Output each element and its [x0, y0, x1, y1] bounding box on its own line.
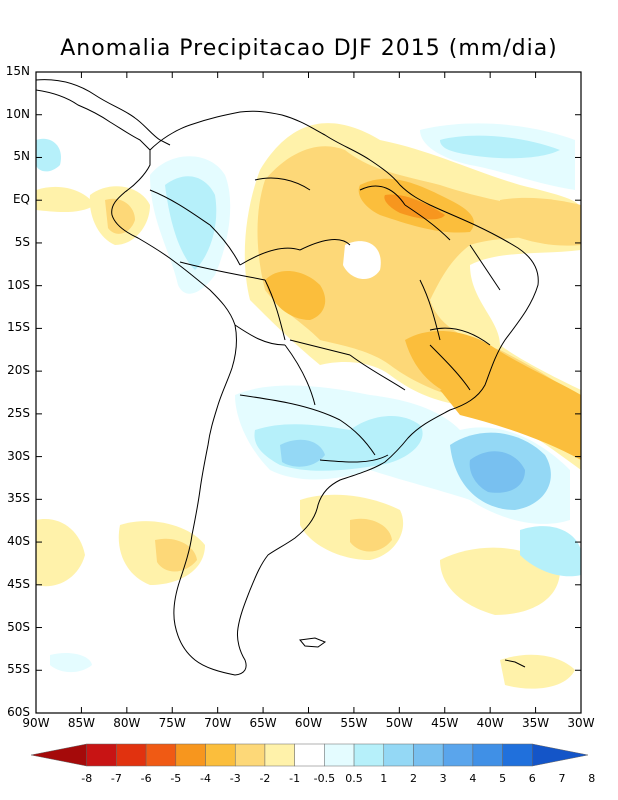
colorbar-swatch: [86, 743, 117, 767]
falkland-islands: [299, 637, 327, 648]
colorbar-label: -6: [140, 772, 152, 785]
colorbar-label: -1: [289, 772, 301, 785]
country-borders: [149, 177, 501, 463]
anomaly-area-dry-chile-core: [155, 538, 197, 572]
colorbar-swatch: [324, 743, 355, 767]
latitude-label: 50S: [7, 619, 30, 634]
anomaly-area-dry-north-coast: [36, 186, 95, 213]
colorbar-swatch: [175, 743, 206, 767]
anomaly-shading: [36, 123, 581, 689]
colorbar-label: 5: [499, 772, 507, 785]
colorbar-label: -3: [229, 772, 241, 785]
map-title: Anomalia Precipitacao DJF 2015 (mm/dia): [60, 36, 558, 61]
colorbar-label: -7: [110, 772, 122, 785]
colorbar-swatch: [353, 743, 385, 767]
latitude-label: 55S: [7, 662, 30, 677]
colorbar-label: -5: [170, 772, 182, 785]
latitude-label: 45S: [7, 576, 30, 591]
colorbar-label: 2: [409, 772, 417, 785]
latitude-label: 60S: [7, 705, 30, 719]
anomaly-area-wet-southeast-atlantic: [520, 526, 581, 577]
latitude-label: 10N: [5, 106, 30, 121]
anomaly-area-wet-pampas: [280, 439, 325, 467]
anomaly-area-dry-patagonia-core: [350, 518, 392, 552]
longitude-label: 35W: [522, 716, 550, 730]
latitude-label: 35S: [7, 491, 30, 506]
colorbar-swatch: [442, 743, 474, 767]
latitude-label: 30S: [7, 448, 30, 463]
longitude-label: 60W: [294, 716, 323, 730]
colorbar-swatch: [205, 743, 236, 767]
anomaly-area-dry-drake: [500, 654, 575, 689]
longitude-label: 65W: [249, 716, 277, 730]
axis-ticks: [35, 71, 582, 714]
colorbar-swatch: [294, 743, 325, 767]
colorbar-swatch: [502, 743, 533, 767]
latitude-label: 15N: [5, 64, 30, 78]
colorbar-swatch: [116, 743, 147, 767]
latitude-label: EQ: [12, 192, 30, 207]
colorbar-label: -4: [200, 772, 211, 785]
colorbar-swatch: [145, 743, 177, 767]
coastlines-and-borders: [36, 79, 539, 676]
colorbar-label: 1: [380, 772, 388, 785]
anomaly-area-dry-south-east: [440, 547, 560, 615]
latitude-label: 25S: [7, 405, 30, 420]
south-georgia-coast: [504, 659, 526, 668]
anomaly-area-dry-east-brazil-coast: [440, 386, 581, 460]
longitude-label: 50W: [385, 716, 413, 730]
anomaly-area-dry-bolivia: [265, 270, 326, 320]
colorbar-label: -8: [81, 772, 93, 785]
longitude-label: 80W: [113, 716, 141, 730]
colorbar-label: 8: [588, 772, 596, 785]
colorbar-swatch: [234, 743, 266, 767]
longitude-label: 45W: [431, 716, 459, 730]
south-america-coast: [111, 110, 539, 676]
anomaly-area-wet-west-amazon-core: [165, 176, 217, 270]
colorbar-label: 0.5: [345, 772, 363, 785]
anomaly-area-wet-south-atlantic-core: [469, 451, 525, 493]
colorbar-swatch: [264, 743, 295, 767]
colorbar-label: 7: [558, 772, 566, 785]
latitude-label: 40S: [7, 534, 30, 549]
colorbar-label: 3: [439, 772, 447, 785]
colorbar-swatch: [413, 743, 444, 767]
longitude-label: 90W: [22, 716, 50, 730]
colorbar-label: -0.5: [313, 772, 336, 785]
anomaly-area-wet-north-west: [36, 138, 61, 172]
longitude-label: 70W: [204, 716, 232, 730]
colorbar-arrow-low: [30, 743, 87, 767]
anomaly-area-wet-south-pacific: [50, 653, 92, 673]
colorbar-label: 6: [528, 772, 536, 785]
anomaly-area-dry-east-equator: [500, 197, 581, 246]
anomaly-area-wet-north-atlantic-core: [440, 135, 560, 159]
anomaly-area-dry-northeast-core: [384, 194, 445, 220]
colorbar: [30, 743, 589, 767]
anomaly-area-dry-pacific-south: [36, 519, 85, 587]
central-america-coast: [36, 79, 171, 151]
latitude-label: 15S: [7, 320, 30, 335]
longitude-label: 30W: [567, 716, 595, 730]
anomaly-area-neutral-center: [343, 241, 381, 280]
colorbar-label: -2: [259, 772, 271, 785]
longitude-label: 40W: [476, 716, 504, 730]
longitude-label: 55W: [340, 716, 368, 730]
colorbar-arrow-high: [532, 743, 589, 767]
latitude-label: 20S: [7, 363, 30, 378]
colorbar-swatch: [472, 743, 503, 767]
latitude-label: 5N: [13, 149, 30, 164]
colorbar-swatch: [383, 743, 414, 767]
latitude-label: 10S: [7, 277, 30, 292]
longitude-label: 75W: [158, 716, 186, 730]
longitude-label: 85W: [67, 716, 95, 730]
colorbar-label: 4: [469, 772, 477, 785]
latitude-label: 5S: [14, 234, 30, 249]
